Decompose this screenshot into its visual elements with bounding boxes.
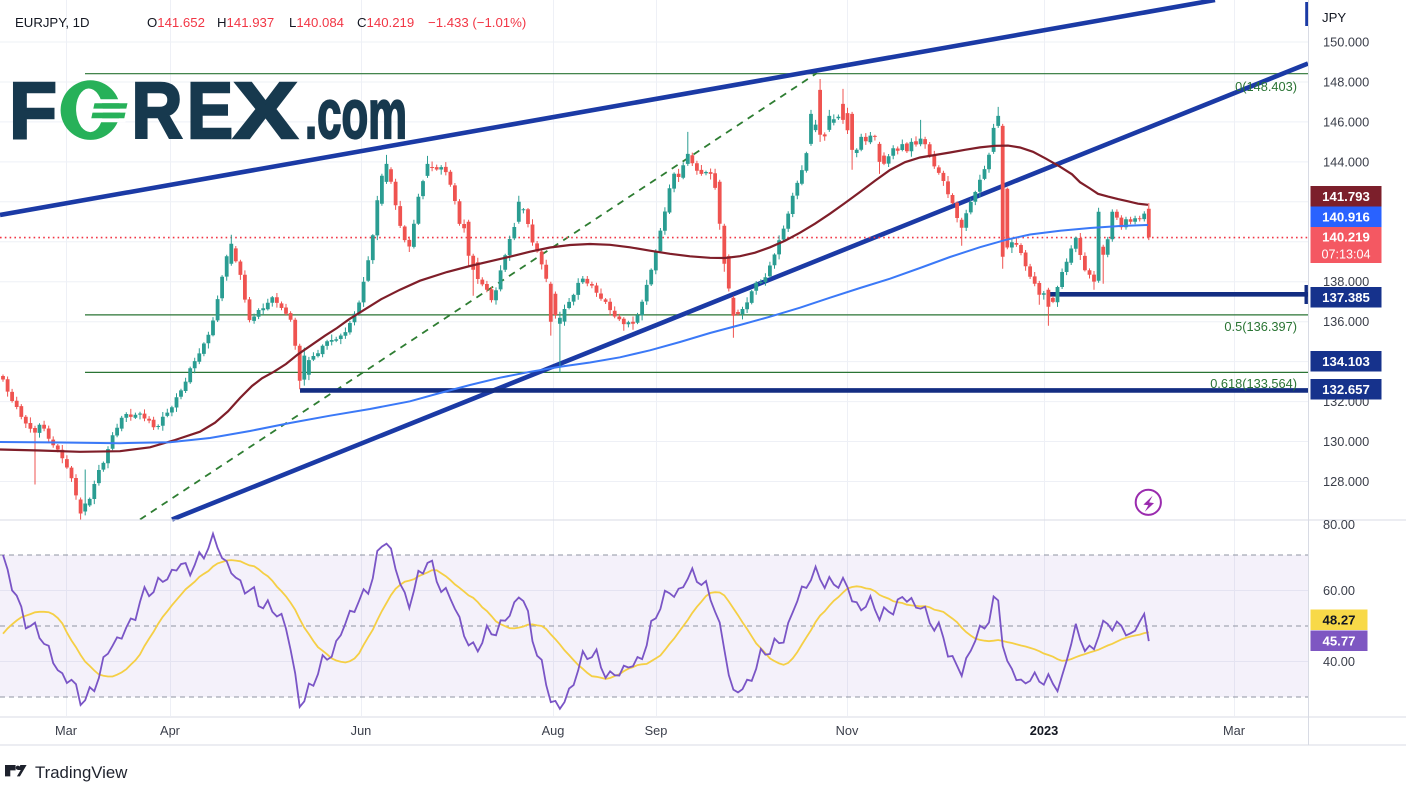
svg-text:0.5(136.397): 0.5(136.397) <box>1224 319 1297 334</box>
svg-text:146.000: 146.000 <box>1323 114 1369 129</box>
svg-text:Sep: Sep <box>645 723 668 738</box>
svg-text:R: R <box>132 66 183 155</box>
svg-text:140.916: 140.916 <box>1322 210 1370 225</box>
svg-text:48.27: 48.27 <box>1322 613 1355 628</box>
svg-text:141.793: 141.793 <box>1322 189 1370 204</box>
svg-text:Mar: Mar <box>55 723 78 738</box>
svg-text:40.00: 40.00 <box>1323 654 1355 669</box>
svg-text:Aug: Aug <box>542 723 565 738</box>
svg-text:140.219: 140.219 <box>1322 230 1370 245</box>
svg-text:E: E <box>187 66 233 155</box>
svg-text:136.000: 136.000 <box>1323 314 1369 329</box>
svg-text:Nov: Nov <box>836 723 859 738</box>
svg-text:07:13:04: 07:13:04 <box>1321 248 1370 262</box>
svg-text:0.618(133.564): 0.618(133.564) <box>1210 376 1297 391</box>
svg-text:.com: .com <box>305 75 407 153</box>
svg-text:144.000: 144.000 <box>1323 154 1369 169</box>
svg-text:60.00: 60.00 <box>1323 583 1355 598</box>
svg-text:137.385: 137.385 <box>1322 290 1370 305</box>
svg-text:Jun: Jun <box>351 723 372 738</box>
svg-text:130.000: 130.000 <box>1323 434 1369 449</box>
svg-text:EURJPY, 1D: EURJPY, 1D <box>15 15 90 30</box>
svg-text:148.000: 148.000 <box>1323 74 1369 89</box>
svg-text:TradingView: TradingView <box>35 763 128 782</box>
svg-text:132.657: 132.657 <box>1322 382 1370 397</box>
svg-text:0(148.403): 0(148.403) <box>1235 79 1297 94</box>
svg-text:2023: 2023 <box>1030 723 1058 738</box>
svg-text:Apr: Apr <box>160 723 181 738</box>
svg-text:80.00: 80.00 <box>1323 517 1355 532</box>
svg-text:F: F <box>9 66 57 155</box>
svg-text:138.000: 138.000 <box>1323 274 1369 289</box>
svg-text:134.103: 134.103 <box>1322 354 1370 369</box>
svg-text:X: X <box>234 66 298 155</box>
svg-text:Mar: Mar <box>1223 723 1246 738</box>
svg-text:JPY: JPY <box>1322 10 1346 25</box>
svg-text:45.77: 45.77 <box>1322 634 1355 649</box>
svg-text:128.000: 128.000 <box>1323 474 1369 489</box>
svg-text:150.000: 150.000 <box>1323 35 1369 50</box>
